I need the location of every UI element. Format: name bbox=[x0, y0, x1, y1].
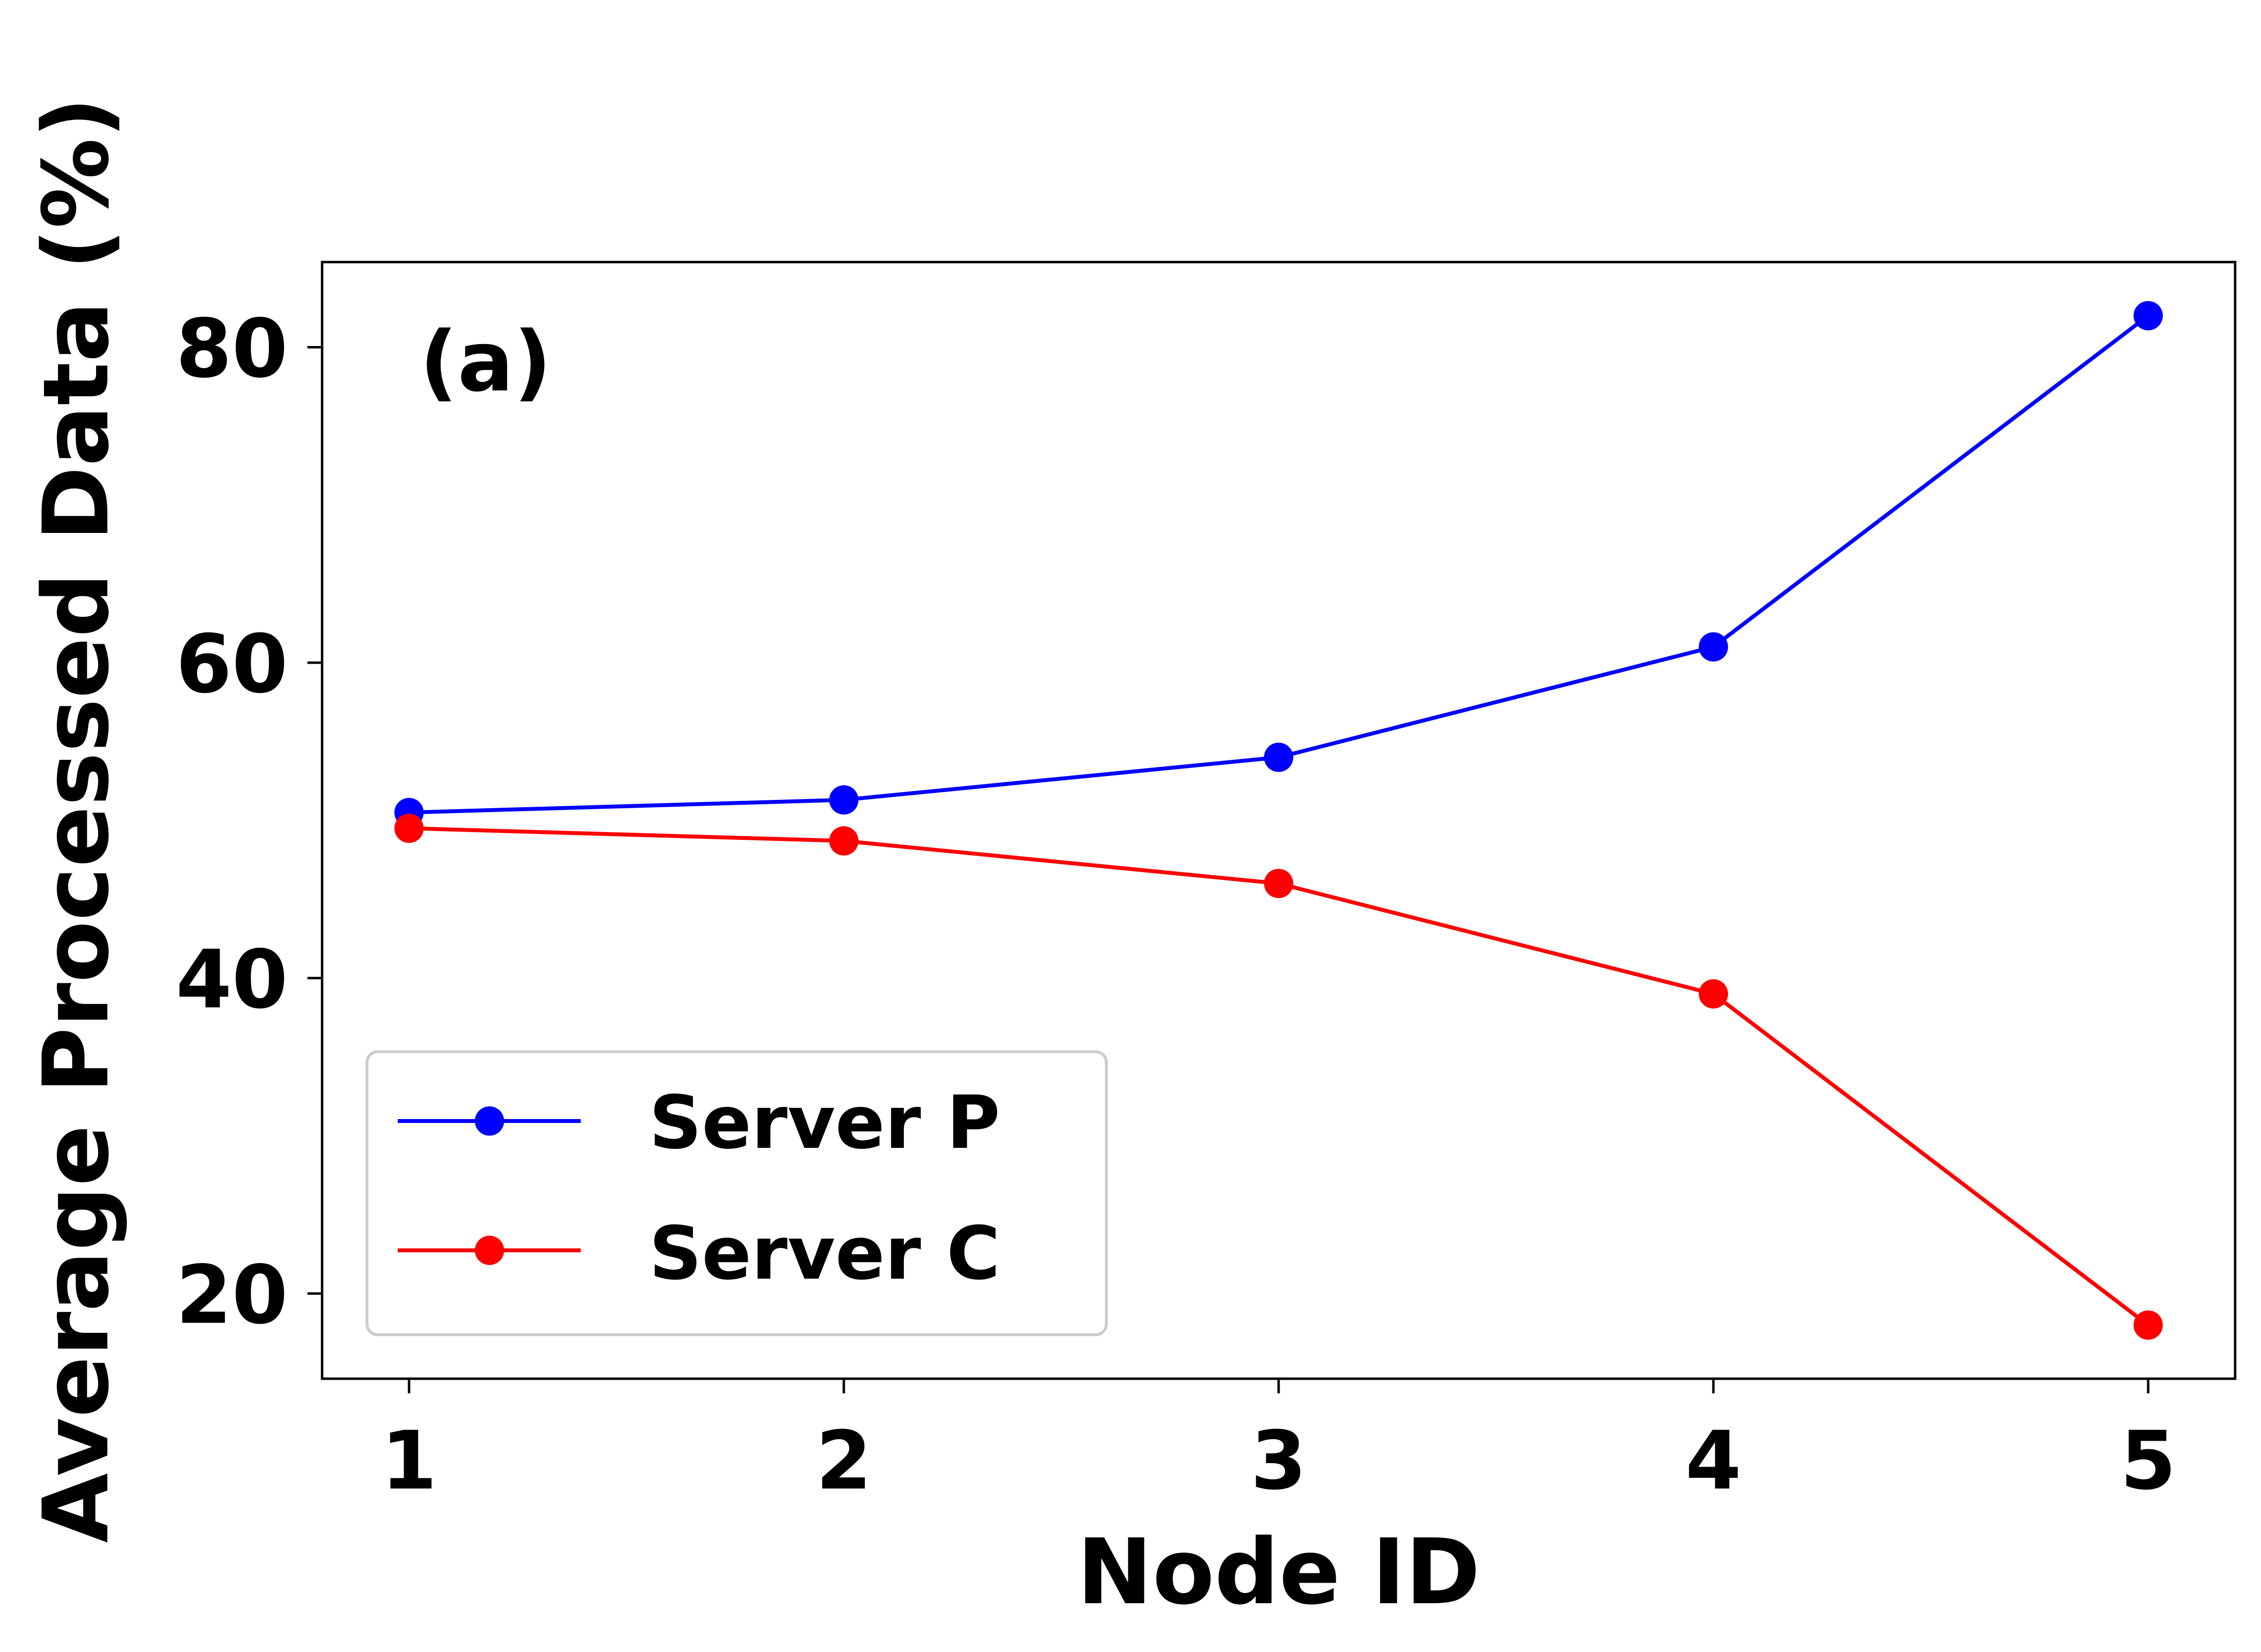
legend-marker-server-p bbox=[475, 1106, 504, 1136]
data-point-server-c bbox=[1264, 869, 1293, 898]
data-point-server-p bbox=[1698, 632, 1728, 662]
legend-label-server-c: Server C bbox=[649, 1211, 1000, 1296]
y-axis-title: Average Processed Data (%) bbox=[23, 97, 129, 1543]
y-tick-label: 80 bbox=[176, 302, 288, 396]
series-layer bbox=[394, 301, 2163, 1340]
legend: Server P Server C bbox=[366, 1050, 1108, 1336]
data-point-server-c bbox=[394, 814, 424, 843]
y-tick-label: 40 bbox=[176, 933, 288, 1026]
data-point-server-p bbox=[2133, 301, 2163, 330]
legend-label-server-p: Server P bbox=[649, 1081, 1000, 1165]
data-point-server-c bbox=[829, 826, 859, 856]
x-axis: 1 2 3 4 5 bbox=[381, 1379, 2176, 1508]
data-point-server-p bbox=[1264, 742, 1293, 772]
data-point-server-c bbox=[2133, 1310, 2163, 1340]
data-point-server-c bbox=[1698, 979, 1728, 1009]
y-tick-label: 20 bbox=[176, 1248, 288, 1342]
series-server-c bbox=[394, 814, 2163, 1340]
x-tick-label: 2 bbox=[816, 1414, 872, 1508]
x-tick-label: 4 bbox=[1686, 1414, 1742, 1508]
x-tick-label: 5 bbox=[2120, 1414, 2176, 1508]
panel-label: (a) bbox=[420, 314, 551, 410]
x-tick-label: 3 bbox=[1251, 1414, 1307, 1508]
y-axis: 20 40 60 80 bbox=[176, 302, 322, 1342]
legend-marker-server-c bbox=[475, 1236, 504, 1265]
x-tick-label: 1 bbox=[381, 1414, 437, 1508]
x-axis-title: Node ID bbox=[1077, 1519, 1481, 1625]
y-tick-label: 60 bbox=[176, 617, 288, 711]
data-point-server-p bbox=[829, 785, 859, 815]
